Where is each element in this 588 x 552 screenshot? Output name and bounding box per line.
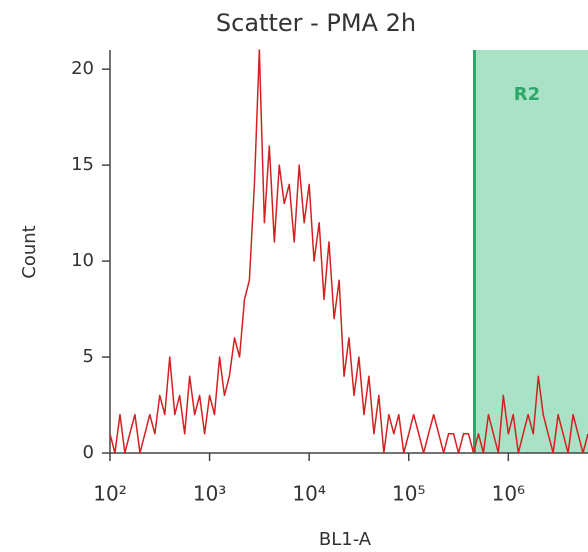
- y-tick-label: 5: [83, 346, 94, 367]
- x-tick-label: 10⁴: [292, 482, 325, 506]
- x-tick-label: 10⁵: [392, 482, 425, 506]
- x-tick-label: 10³: [193, 482, 226, 506]
- y-tick-label: 15: [71, 154, 94, 175]
- x-tick-label: 10⁶: [492, 482, 525, 506]
- y-axis-label: Count: [19, 225, 40, 278]
- gate-region: [474, 50, 588, 453]
- x-axis-label: BL1-A: [319, 529, 372, 550]
- y-tick-label: 0: [83, 442, 94, 463]
- gate-label: R2: [514, 84, 540, 105]
- chart-title: Scatter - PMA 2h: [216, 9, 416, 37]
- x-tick-label: 10²: [93, 482, 126, 506]
- y-tick-label: 20: [71, 58, 94, 79]
- y-tick-label: 10: [71, 250, 94, 271]
- histogram-line: [109, 49, 588, 454]
